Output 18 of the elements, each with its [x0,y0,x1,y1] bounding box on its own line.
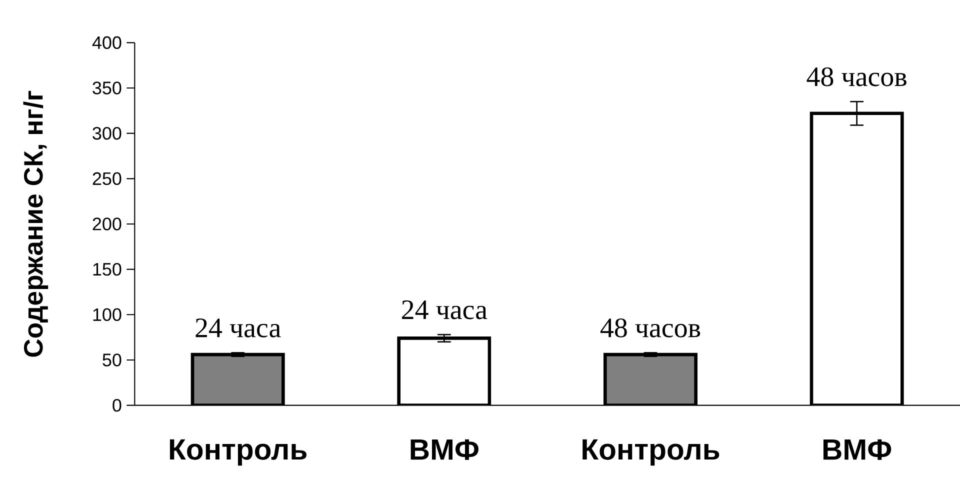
annotation: 48 часов [600,318,700,338]
annotation: 24 часа [402,300,488,320]
y-tick-label: 0 [112,398,122,412]
y-tick-label: 100 [93,308,122,322]
y-tick-label: 150 [93,262,122,276]
annotation: 24 часа [196,318,281,338]
y-axis-title: Содержание СК, нг/г [23,90,48,357]
y-tick-label: 200 [92,218,122,230]
x-tick-label: ВМФ [410,439,478,460]
y-tick-label: 50 [102,354,122,366]
x-tick-label: Контроль [582,439,720,466]
x-tick-label: ВМФ [823,439,892,460]
y-tick-label: 350 [92,82,122,94]
y-tick-label: 300 [92,126,122,140]
y-tick-label: 400 [92,36,122,50]
x-tick-label: Контроль [170,439,306,466]
y-tick-label: 250 [92,172,122,186]
annotation: 48 часов [806,67,906,86]
